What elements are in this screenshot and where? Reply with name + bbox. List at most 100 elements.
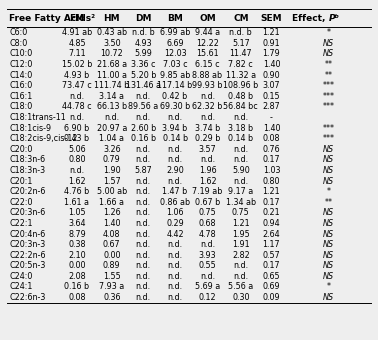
Text: 0.91: 0.91 bbox=[263, 39, 280, 48]
Text: 1.61 a: 1.61 a bbox=[64, 198, 90, 207]
Text: *: * bbox=[327, 187, 331, 196]
Text: 3.93: 3.93 bbox=[199, 251, 216, 260]
Text: 108.96 b: 108.96 b bbox=[223, 81, 259, 90]
Text: 117.14 b: 117.14 b bbox=[158, 81, 193, 90]
Text: 1.62: 1.62 bbox=[68, 176, 86, 186]
Text: 9.17 a: 9.17 a bbox=[228, 187, 254, 196]
Text: C22:0: C22:0 bbox=[9, 198, 33, 207]
Text: 10.72: 10.72 bbox=[101, 49, 123, 58]
Text: 0.75: 0.75 bbox=[199, 208, 216, 217]
Text: C22:2n-6: C22:2n-6 bbox=[9, 251, 46, 260]
Text: **: ** bbox=[325, 198, 333, 207]
Text: n.d.: n.d. bbox=[233, 272, 248, 281]
Text: 7.93 a: 7.93 a bbox=[99, 283, 124, 291]
Text: 3.94 b: 3.94 b bbox=[163, 123, 188, 133]
Text: n.d.: n.d. bbox=[200, 240, 215, 249]
Text: 21.68 a: 21.68 a bbox=[97, 60, 127, 69]
Text: C20:2n-6: C20:2n-6 bbox=[9, 187, 46, 196]
Text: 0.29: 0.29 bbox=[166, 219, 184, 228]
Text: 1.90: 1.90 bbox=[103, 166, 121, 175]
Text: 9.85 ab: 9.85 ab bbox=[160, 71, 190, 80]
Text: 1.34 ab: 1.34 ab bbox=[226, 198, 256, 207]
Text: C20:1: C20:1 bbox=[9, 176, 33, 186]
Text: 1.55: 1.55 bbox=[103, 272, 121, 281]
Text: 0.08: 0.08 bbox=[68, 293, 86, 302]
Text: n.d.: n.d. bbox=[70, 92, 85, 101]
Text: 69.30 b: 69.30 b bbox=[160, 102, 190, 112]
Text: Effect,: Effect, bbox=[292, 14, 329, 23]
Text: 2.90: 2.90 bbox=[166, 166, 184, 175]
Text: 1.47 b: 1.47 b bbox=[163, 187, 188, 196]
Text: 0.80: 0.80 bbox=[68, 155, 86, 164]
Text: C18:1cis-9: C18:1cis-9 bbox=[9, 123, 51, 133]
Text: 4.91 ab: 4.91 ab bbox=[62, 28, 92, 37]
Text: 1.66 a: 1.66 a bbox=[99, 198, 124, 207]
Text: 0.08: 0.08 bbox=[263, 134, 280, 143]
Text: n.d.: n.d. bbox=[104, 113, 119, 122]
Text: NS: NS bbox=[323, 293, 335, 302]
Text: 0.09: 0.09 bbox=[263, 293, 280, 302]
Text: n.d.: n.d. bbox=[136, 261, 151, 270]
Text: 0.38: 0.38 bbox=[68, 240, 86, 249]
Text: 0.57: 0.57 bbox=[263, 251, 280, 260]
Text: 3.26: 3.26 bbox=[103, 145, 121, 154]
Text: 99.93 b: 99.93 b bbox=[192, 81, 223, 90]
Text: n.d.: n.d. bbox=[167, 261, 183, 270]
Text: 1.26: 1.26 bbox=[103, 208, 121, 217]
Text: 9.44 a: 9.44 a bbox=[195, 28, 220, 37]
Text: ***: *** bbox=[323, 92, 335, 101]
Text: 0.17: 0.17 bbox=[263, 261, 280, 270]
Text: 4.78: 4.78 bbox=[199, 230, 216, 238]
Text: ***: *** bbox=[323, 123, 335, 133]
Text: 5.87: 5.87 bbox=[134, 166, 152, 175]
Text: n.d.: n.d. bbox=[136, 176, 151, 186]
Text: NS: NS bbox=[323, 155, 335, 164]
Text: n.d.: n.d. bbox=[167, 293, 183, 302]
Text: C20:4n-6: C20:4n-6 bbox=[9, 230, 46, 238]
Text: 1.21: 1.21 bbox=[263, 28, 280, 37]
Text: n.d.: n.d. bbox=[233, 145, 248, 154]
Text: C12:0: C12:0 bbox=[9, 60, 33, 69]
Text: NS: NS bbox=[323, 166, 335, 175]
Text: 0.14 b: 0.14 b bbox=[163, 134, 187, 143]
Text: 20.97 a: 20.97 a bbox=[96, 123, 127, 133]
Text: C18:3n-3: C18:3n-3 bbox=[9, 166, 45, 175]
Text: 0.67 b: 0.67 b bbox=[195, 198, 220, 207]
Text: n.d.: n.d. bbox=[167, 155, 183, 164]
Text: 1.06: 1.06 bbox=[166, 208, 184, 217]
Text: n.d.: n.d. bbox=[136, 240, 151, 249]
Text: OM: OM bbox=[199, 14, 216, 23]
Text: 0.42 b: 0.42 b bbox=[163, 92, 188, 101]
Text: 73.47 c: 73.47 c bbox=[62, 81, 92, 90]
Text: n.d.: n.d. bbox=[136, 198, 151, 207]
Text: n.d.: n.d. bbox=[136, 187, 151, 196]
Text: n.d.: n.d. bbox=[136, 230, 151, 238]
Text: 0.16 b: 0.16 b bbox=[64, 283, 90, 291]
Text: C20:3n-3: C20:3n-3 bbox=[9, 240, 46, 249]
Text: 111.74 b: 111.74 b bbox=[94, 81, 129, 90]
Text: 3.50: 3.50 bbox=[103, 39, 121, 48]
Text: CM: CM bbox=[233, 14, 249, 23]
Text: **: ** bbox=[325, 71, 333, 80]
Text: DM: DM bbox=[135, 14, 152, 23]
Text: n.d.: n.d. bbox=[200, 155, 215, 164]
Text: 0.89: 0.89 bbox=[103, 261, 121, 270]
Text: NS: NS bbox=[323, 208, 335, 217]
Text: 11.00 a: 11.00 a bbox=[97, 71, 127, 80]
Text: **: ** bbox=[325, 60, 333, 69]
Text: 1.40: 1.40 bbox=[263, 60, 280, 69]
Text: C16:0: C16:0 bbox=[9, 81, 33, 90]
Text: n.d.: n.d. bbox=[167, 272, 183, 281]
Text: ***: *** bbox=[323, 102, 335, 112]
Text: 5.17: 5.17 bbox=[232, 39, 250, 48]
Text: n.d.: n.d. bbox=[167, 113, 183, 122]
Text: 1.05: 1.05 bbox=[68, 208, 86, 217]
Text: 2.10: 2.10 bbox=[68, 251, 86, 260]
Text: 5.20 b: 5.20 b bbox=[130, 71, 156, 80]
Text: 12.22: 12.22 bbox=[196, 39, 219, 48]
Text: n.d.: n.d. bbox=[70, 113, 85, 122]
Text: C16:1: C16:1 bbox=[9, 92, 33, 101]
Text: C20:0: C20:0 bbox=[9, 145, 33, 154]
Text: 66.13 b: 66.13 b bbox=[97, 102, 127, 112]
Text: 8.79: 8.79 bbox=[68, 230, 86, 238]
